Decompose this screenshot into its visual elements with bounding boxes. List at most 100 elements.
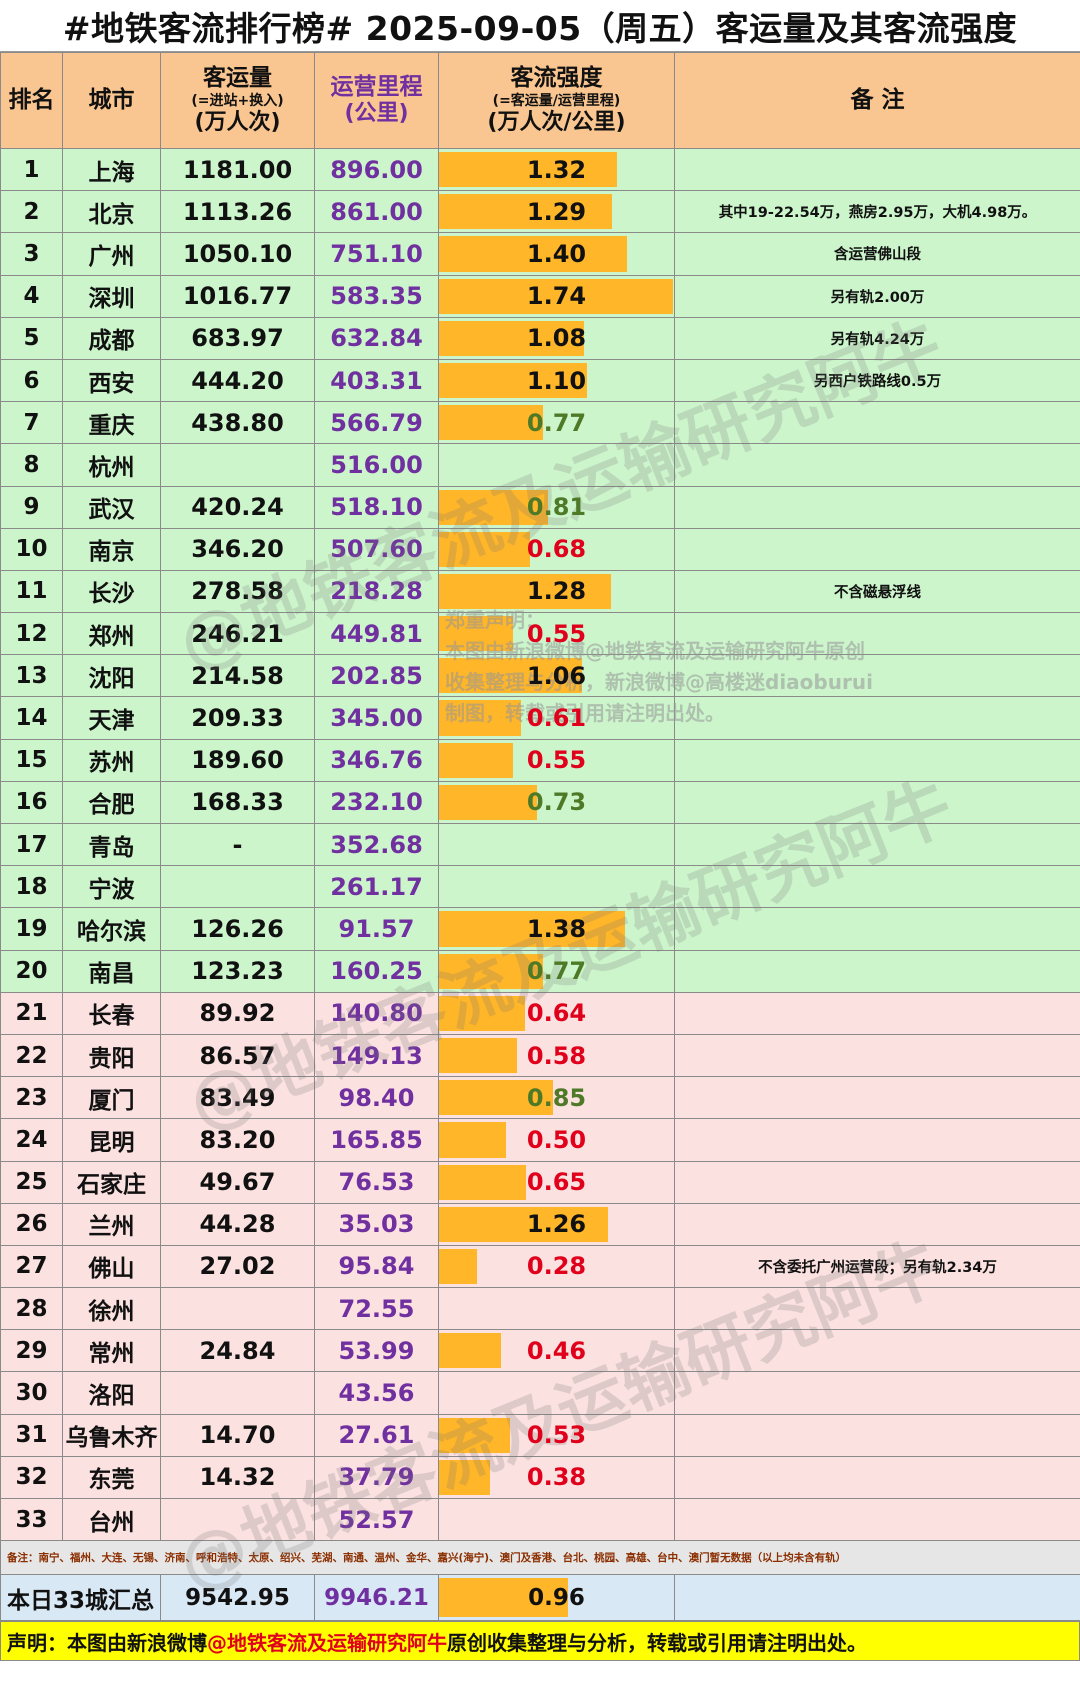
note-cell: 含运营佛山段 (674, 232, 1080, 276)
mileage-cell: 43.56 (314, 1371, 439, 1415)
intensity-cell: 1.38 (438, 907, 675, 951)
total-mileage: 9946.21 (314, 1574, 439, 1622)
intensity-bar (439, 953, 543, 989)
intensity-cell: 0.46 (438, 1329, 675, 1373)
city-cell: 兰州 (62, 1202, 161, 1246)
table-row: 5 成都 683.97 632.84 1.08 另有轨4.24万 (0, 316, 1080, 360)
intensity-value: 0.53 (526, 1421, 587, 1450)
col-mileage-header: 运营里程 (公里) (314, 52, 439, 149)
ridership-cell: 83.49 (160, 1076, 315, 1120)
intensity-cell: 0.73 (438, 780, 675, 825)
rank-cell: 22 (0, 1033, 63, 1078)
city-cell: 苏州 (62, 738, 161, 782)
ridership-cell: 86.57 (160, 1033, 315, 1078)
intensity-bar (439, 236, 628, 272)
note-cell (674, 1455, 1080, 1500)
table-row: 26 兰州 44.28 35.03 1.26 (0, 1202, 1080, 1246)
rank-cell: 26 (0, 1202, 63, 1246)
intensity-bar (439, 405, 543, 441)
total-intensity-bar (439, 1578, 569, 1618)
note-cell: 另有轨2.00万 (674, 274, 1080, 318)
table-row: 23 厦门 83.49 98.40 0.85 (0, 1076, 1080, 1120)
rank-cell: 9 (0, 485, 63, 529)
total-ridership: 9542.95 (160, 1574, 315, 1622)
intensity-cell (438, 1287, 675, 1331)
rank-cell: 15 (0, 738, 63, 782)
mileage-cell: 583.35 (314, 274, 439, 318)
city-cell: 东莞 (62, 1455, 161, 1500)
note-cell: 不含委托广州运营段；另有轨2.34万 (674, 1244, 1080, 1289)
intensity-cell: 1.28 (438, 569, 675, 614)
mileage-cell: 160.25 (314, 949, 439, 993)
rank-cell: 1 (0, 147, 63, 192)
table-row: 15 苏州 189.60 346.76 0.55 (0, 738, 1080, 782)
table-row: 8 杭州 516.00 (0, 443, 1080, 487)
table-row: 16 合肥 168.33 232.10 0.73 (0, 780, 1080, 825)
note-cell: 不含磁悬浮线 (674, 569, 1080, 614)
rank-cell: 8 (0, 443, 63, 487)
table-row: 12 郑州 246.21 449.81 0.55 (0, 612, 1080, 656)
note-cell (674, 780, 1080, 825)
note-cell (674, 401, 1080, 445)
intensity-cell: 1.26 (438, 1202, 675, 1246)
intensity-bar (439, 194, 613, 230)
city-cell: 南昌 (62, 949, 161, 993)
ridership-cell: - (160, 822, 315, 867)
intensity-value: 0.65 (526, 1168, 587, 1197)
table-row: 3 广州 1050.10 751.10 1.40 含运营佛山段 (0, 232, 1080, 276)
mileage-cell: 403.31 (314, 358, 439, 403)
footer-statement: 声明：本图由新浪微博 @地铁客流及运输研究阿牛 原创收集整理与分析，转载或引用请… (0, 1621, 1080, 1662)
table-row: 14 天津 209.33 345.00 0.61 (0, 696, 1080, 740)
intensity-cell: 0.85 (438, 1076, 675, 1120)
intensity-bar (439, 489, 548, 525)
rank-cell: 29 (0, 1329, 63, 1373)
intensity-value: 1.40 (526, 239, 587, 268)
mileage-cell: 95.84 (314, 1244, 439, 1289)
intensity-cell: 1.40 (438, 232, 675, 276)
ridership-cell (160, 1371, 315, 1415)
intensity-value: 0.64 (526, 999, 587, 1028)
intensity-cell: 1.08 (438, 316, 675, 360)
note-cell (674, 485, 1080, 529)
rank-cell: 25 (0, 1160, 63, 1204)
ridership-cell: 89.92 (160, 991, 315, 1035)
city-cell: 乌鲁木齐 (62, 1413, 161, 1457)
note-cell (674, 1371, 1080, 1415)
footer-suffix: 原创收集整理与分析，转载或引用请注明出处。 (447, 1630, 867, 1655)
table-row: 22 贵阳 86.57 149.13 0.58 (0, 1033, 1080, 1078)
ridership-cell: 444.20 (160, 358, 315, 403)
intensity-bar (439, 1080, 554, 1116)
rank-cell: 27 (0, 1244, 63, 1289)
intensity-value: 0.50 (526, 1125, 587, 1154)
mileage-cell: 516.00 (314, 443, 439, 487)
table-row: 13 沈阳 214.58 202.85 1.06 (0, 654, 1080, 698)
rank-cell: 7 (0, 401, 63, 445)
intensity-value: 0.68 (526, 535, 587, 564)
mileage-cell: 352.68 (314, 822, 439, 867)
note-cell (674, 1202, 1080, 1246)
mileage-cell: 52.57 (314, 1497, 439, 1542)
intensity-cell: 0.81 (438, 485, 675, 529)
intensity-cell: 0.68 (438, 527, 675, 571)
intensity-value: 0.58 (526, 1041, 587, 1070)
table-row: 1 上海 1181.00 896.00 1.32 (0, 147, 1080, 192)
ranking-table: 排名 城市 客运量 (=进站+换入) (万人次) 运营里程 (公里) 客流强度 … (0, 52, 1080, 1622)
intensity-cell: 0.50 (438, 1118, 675, 1162)
intensity-value: 0.73 (526, 788, 587, 817)
ridership-cell: 1016.77 (160, 274, 315, 318)
note-cell (674, 1287, 1080, 1331)
table-row: 18 宁波 261.17 (0, 865, 1080, 909)
intensity-value: 0.61 (526, 704, 587, 733)
table-row: 6 西安 444.20 403.31 1.10 另西户铁路线0.5万 (0, 358, 1080, 403)
ridership-cell: 49.67 (160, 1160, 315, 1204)
ridership-cell: 14.32 (160, 1455, 315, 1500)
mileage-cell: 76.53 (314, 1160, 439, 1204)
intensity-value: 0.81 (526, 493, 587, 522)
city-cell: 佛山 (62, 1244, 161, 1289)
intensity-value: 1.08 (526, 324, 587, 353)
city-cell: 西安 (62, 358, 161, 403)
mileage-cell: 165.85 (314, 1118, 439, 1162)
intensity-bar (439, 658, 582, 694)
rank-cell: 16 (0, 780, 63, 825)
intensity-cell: 0.77 (438, 949, 675, 993)
